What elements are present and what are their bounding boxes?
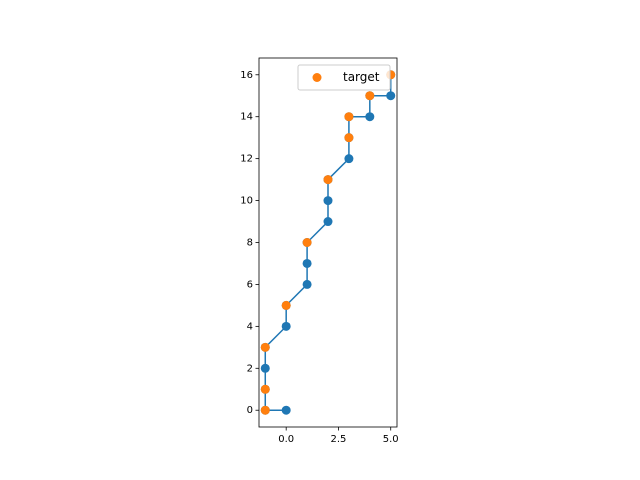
y-tick-label: 10	[240, 196, 253, 207]
point	[260, 342, 270, 352]
point	[344, 112, 354, 122]
point	[323, 217, 333, 227]
point	[365, 112, 375, 122]
point	[281, 405, 291, 415]
legend: target	[297, 64, 391, 91]
point	[302, 238, 312, 247]
legend-marker	[312, 73, 322, 82]
legend-box	[297, 64, 391, 91]
y-tick-label: 2	[247, 363, 253, 374]
point	[344, 133, 354, 143]
y-tick-label: 8	[247, 238, 253, 249]
line	[264, 74, 392, 411]
x-tick-label: 0.0	[278, 434, 294, 445]
point	[365, 91, 375, 101]
point	[260, 405, 270, 415]
point	[386, 91, 396, 101]
x-tick-label: 2.5	[331, 434, 347, 445]
y-tick-label: 4	[247, 321, 253, 332]
point	[344, 154, 354, 164]
point	[302, 279, 312, 289]
y-tick-label: 14	[240, 112, 253, 123]
y-tick-label: 12	[240, 154, 253, 165]
x-tick-label: 5.0	[383, 434, 399, 445]
point	[260, 384, 270, 394]
point	[281, 300, 291, 310]
point	[281, 321, 291, 331]
y-tick-label: 6	[247, 279, 253, 290]
y-tick-label: 0	[247, 405, 253, 416]
point	[302, 258, 312, 268]
y-tick-label: 16	[240, 70, 253, 81]
legend-label: target	[343, 70, 380, 84]
point	[323, 196, 333, 206]
point	[323, 175, 333, 185]
point	[260, 363, 270, 373]
axes-frame	[258, 57, 398, 428]
